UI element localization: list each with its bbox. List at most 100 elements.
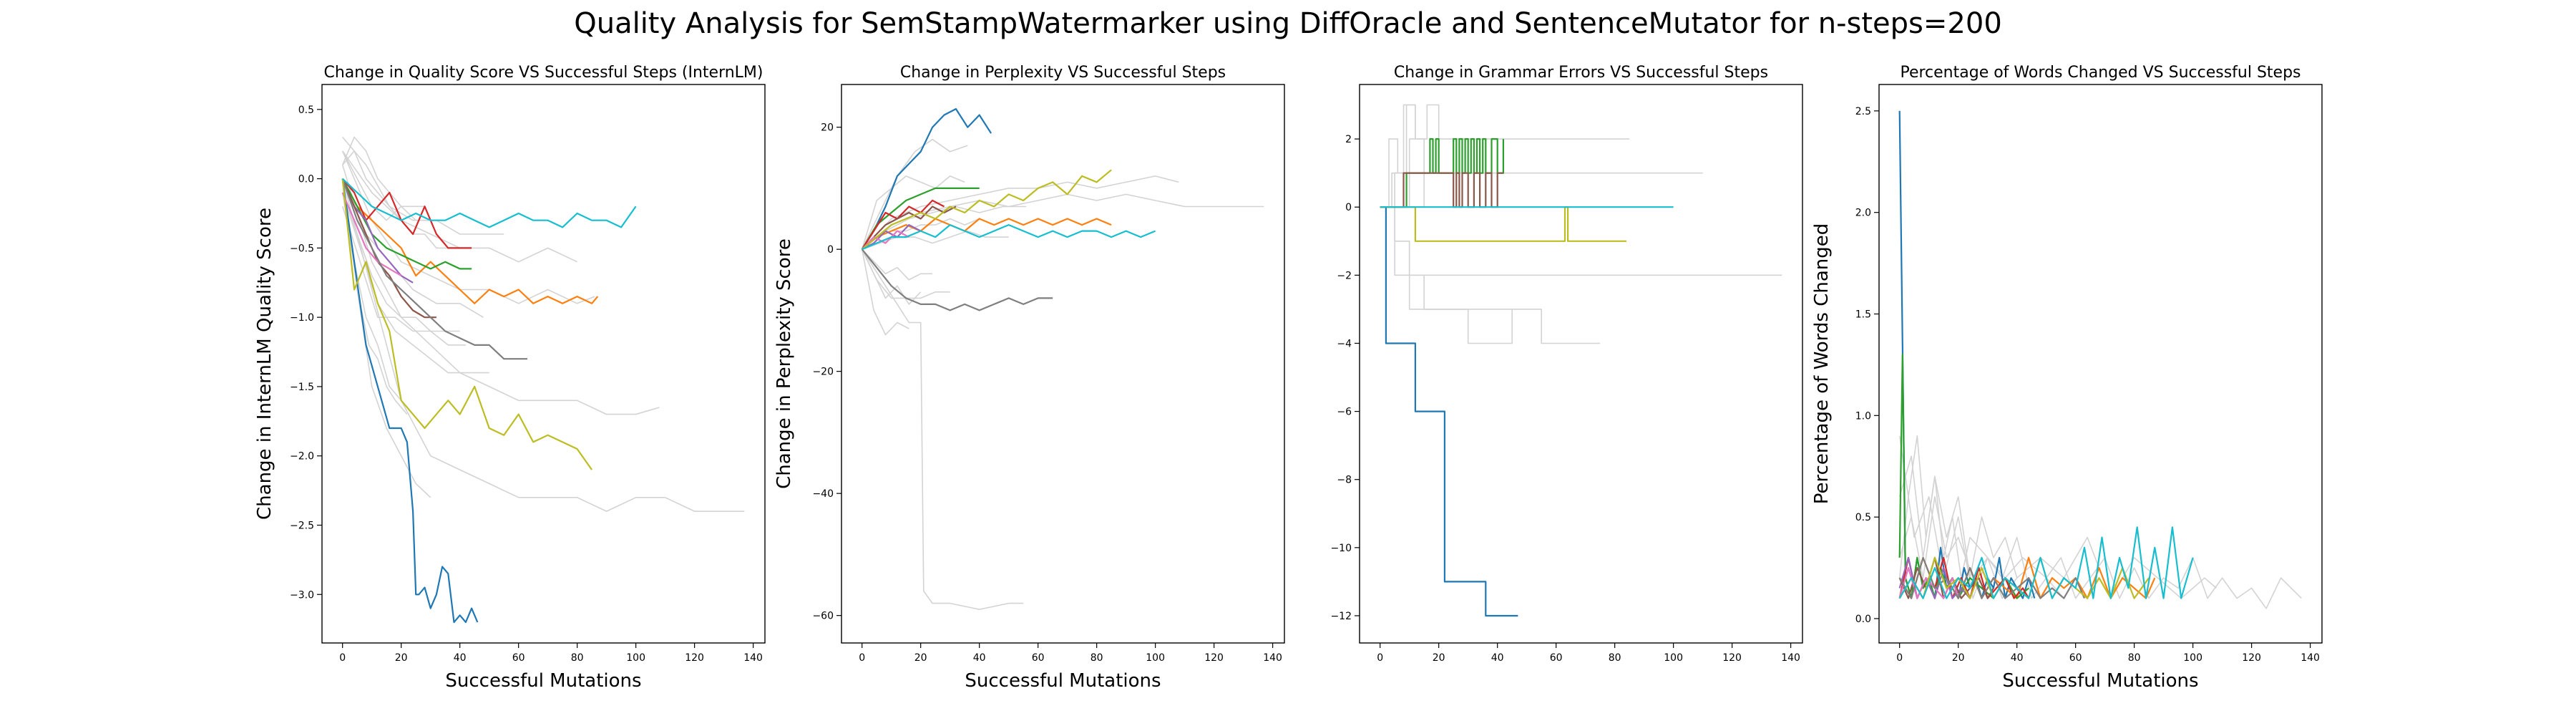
x-tick-label: 60 <box>2069 652 2082 664</box>
x-tick-label: 120 <box>685 652 704 664</box>
series-line-1 <box>1380 206 1518 617</box>
y-tick-label: 0.0 <box>1855 614 1871 625</box>
y-tick-label: 0.5 <box>298 105 314 116</box>
series-line-2 <box>861 218 1112 251</box>
y-tick-label: −10 <box>1330 543 1352 554</box>
grey-series-line-2 <box>1898 455 2217 599</box>
x-axis-label: Successful Mutations <box>965 670 1161 692</box>
grey-series-line-4 <box>861 248 950 299</box>
grey-series-line-3 <box>862 248 1024 610</box>
series-line-7 <box>341 192 402 277</box>
series-line-3 <box>1380 172 1503 208</box>
x-tick-label: 140 <box>1781 652 1800 664</box>
series-line-10 <box>862 224 1156 251</box>
plot-lines <box>1898 110 2302 609</box>
grey-series-line-10 <box>861 175 965 250</box>
y-axis-label: Change in InternLM Quality Score <box>254 208 275 520</box>
x-tick-label: 80 <box>1091 652 1103 664</box>
y-tick-label: −40 <box>812 488 834 500</box>
x-tick-label: 0 <box>339 652 346 664</box>
x-tick-label: 20 <box>914 652 927 664</box>
y-tick-label: 1.5 <box>1855 309 1871 321</box>
series-line-10 <box>1898 526 2194 599</box>
figure-title: Quality Analysis for SemStampWatermarker… <box>574 7 2002 40</box>
plot-frame <box>1359 84 1803 644</box>
x-tick-label: 100 <box>626 652 645 664</box>
grey-series-line-10 <box>341 206 466 346</box>
grey-series-line-1 <box>341 178 745 512</box>
plot-lines <box>1380 104 1782 617</box>
grey-series-line-9 <box>862 248 933 281</box>
series-line-1 <box>341 178 479 624</box>
plot-lines <box>341 136 745 624</box>
y-tick-label: 2 <box>1345 134 1352 145</box>
y-tick-label: −4 <box>1337 338 1352 349</box>
series-line-9 <box>341 178 592 470</box>
subplot-title: Change in Quality Score VS Successful St… <box>324 64 763 82</box>
grey-series-line-1 <box>862 193 1264 250</box>
x-tick-label: 120 <box>1722 652 1742 664</box>
x-tick-label: 140 <box>1263 652 1282 664</box>
y-tick-label: −6 <box>1337 407 1352 418</box>
y-axis-label: Percentage of Words Changed <box>1811 223 1833 505</box>
subplot-3: 0 20 40 60 80 100 120 14020−2−4−6−8−10−12Change… <box>1330 64 1803 664</box>
grey-series-line-8 <box>341 178 431 498</box>
x-tick-label: 40 <box>973 652 986 664</box>
x-tick-label: 140 <box>743 652 763 664</box>
x-tick-label: 80 <box>571 652 584 664</box>
series-line-2 <box>1380 138 1504 208</box>
grey-series-line-7 <box>1380 104 1416 208</box>
x-tick-label: 40 <box>1491 652 1504 664</box>
series-line-5 <box>341 178 414 284</box>
y-tick-label: 0 <box>827 244 834 256</box>
grey-series-line-11 <box>341 136 425 208</box>
grey-series-line-15 <box>342 150 449 249</box>
x-tick-label: 60 <box>1032 652 1045 664</box>
grey-series-line-7 <box>862 205 1027 250</box>
x-tick-label: 140 <box>2301 652 2320 664</box>
grey-series-line-2 <box>341 165 660 415</box>
series-line-8 <box>341 178 527 360</box>
series-line-7 <box>861 230 909 250</box>
x-tick-label: 20 <box>1433 652 1445 664</box>
subplot-4: 0 20 40 60 80 100 120 140 0.0 0.5 1.0 1.5 2.0 2.5 Perc… <box>1811 64 2323 692</box>
grey-series-line-9 <box>341 150 446 221</box>
plot-frame <box>841 84 1285 644</box>
series-line-3 <box>861 187 980 250</box>
grey-series-line-8 <box>1380 172 1468 208</box>
x-tick-label: 100 <box>1664 652 1683 664</box>
series-line-7 <box>1898 567 1959 599</box>
series-line-4 <box>341 178 472 249</box>
grey-series-line-12 <box>861 249 909 336</box>
x-tick-label: 100 <box>2183 652 2202 664</box>
x-tick-label: 60 <box>512 652 525 664</box>
grey-series-line-4 <box>1380 206 1601 344</box>
x-tick-label: 120 <box>1204 652 1224 664</box>
y-tick-label: −2 <box>1337 270 1352 281</box>
y-tick-label: −12 <box>1330 611 1352 622</box>
grey-series-line-3 <box>1898 435 2064 599</box>
series-line-2 <box>341 178 599 304</box>
series-line-6 <box>341 178 436 319</box>
y-tick-label: −1.5 <box>290 382 314 393</box>
y-tick-label: −0.5 <box>290 243 314 254</box>
x-tick-label: 20 <box>395 652 408 664</box>
y-tick-label: −3.0 <box>290 589 314 601</box>
subplot-1: 0 20 40 60 80 100 120 140 0.5 0.0 −0.5 −1.0 −1.5 −2.0… <box>254 64 766 692</box>
subplot-title: Change in Grammar Errors VS Successful S… <box>1394 64 1768 82</box>
grey-series-line-14 <box>341 178 408 415</box>
grey-series-line-6 <box>861 138 968 250</box>
x-tick-label: 0 <box>1377 652 1383 664</box>
grey-series-line-3 <box>341 150 595 304</box>
series-line-6 <box>861 205 957 250</box>
plot-frame <box>1878 84 2323 644</box>
y-tick-label: 1.0 <box>1855 410 1871 422</box>
x-tick-label: 0 <box>1896 652 1903 664</box>
y-tick-label: 20 <box>821 122 834 134</box>
series-line-8 <box>861 248 1053 311</box>
subplot-title: Change in Perplexity VS Successful Steps <box>900 64 1226 82</box>
x-tick-label: 40 <box>2011 652 2024 664</box>
plot-lines <box>861 108 1264 610</box>
x-tick-label: 60 <box>1550 652 1563 664</box>
